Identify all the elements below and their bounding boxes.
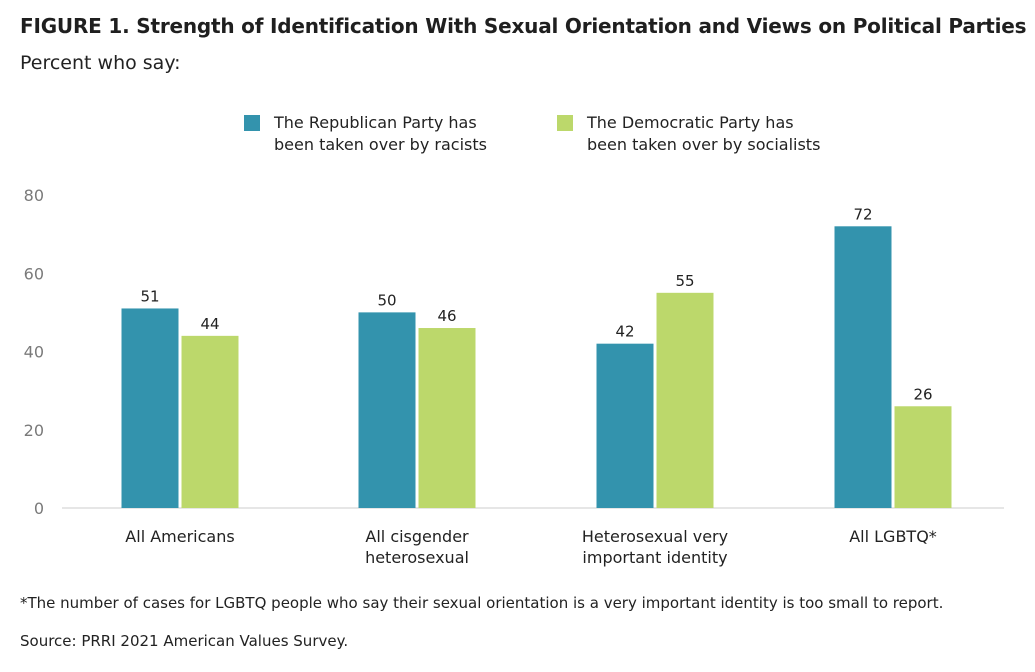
legend-label-republican-line-1: The Republican Party has	[274, 113, 477, 132]
bar-republican	[834, 226, 892, 509]
chart-title: FIGURE 1. Strength of Identification Wit…	[20, 14, 1027, 38]
bar-democratic	[894, 406, 952, 508]
legend-swatch-republican	[244, 115, 260, 131]
legend-item-democratic: The Democratic Party has been taken over…	[557, 112, 847, 156]
legend-label-republican-line-2: been taken over by racists	[274, 135, 487, 154]
y-tick-label: 0	[34, 499, 44, 518]
bar-republican	[358, 312, 416, 508]
category-label: Heterosexual very	[582, 527, 728, 546]
bar-republican	[121, 308, 179, 508]
legend-label-democratic: The Democratic Party has been taken over…	[587, 112, 847, 156]
category-label: important identity	[582, 548, 727, 567]
legend-label-republican: The Republican Party has been taken over…	[274, 112, 534, 156]
bar-republican	[596, 343, 654, 508]
value-label: 50	[377, 291, 396, 309]
y-tick-label: 20	[24, 421, 44, 440]
value-label: 46	[437, 307, 456, 325]
legend-swatch-democratic	[557, 115, 573, 131]
bar-democratic	[181, 335, 239, 508]
category-label: heterosexual	[365, 548, 469, 567]
legend-label-democratic-line-1: The Democratic Party has	[587, 113, 794, 132]
y-tick-label: 40	[24, 343, 44, 362]
source-note: Source: PRRI 2021 American Values Survey…	[20, 632, 349, 650]
bar-democratic	[418, 328, 476, 508]
category-label: All cisgender	[365, 527, 469, 546]
legend-label-democratic-line-2: been taken over by socialists	[587, 135, 821, 154]
y-tick-label: 60	[24, 264, 44, 283]
value-label: 26	[913, 385, 932, 403]
value-label: 72	[853, 205, 872, 223]
value-label: 55	[675, 272, 694, 290]
bar-democratic	[656, 292, 714, 508]
value-label: 51	[140, 287, 159, 305]
chart-subtitle: Percent who say:	[20, 52, 181, 74]
category-label: All LGBTQ*	[849, 527, 937, 546]
value-label: 44	[200, 315, 219, 333]
value-label: 42	[615, 323, 634, 341]
legend-item-republican: The Republican Party has been taken over…	[244, 112, 534, 156]
y-tick-label: 80	[24, 186, 44, 205]
category-label: All Americans	[125, 527, 234, 546]
footnote: *The number of cases for LGBTQ people wh…	[20, 594, 944, 612]
